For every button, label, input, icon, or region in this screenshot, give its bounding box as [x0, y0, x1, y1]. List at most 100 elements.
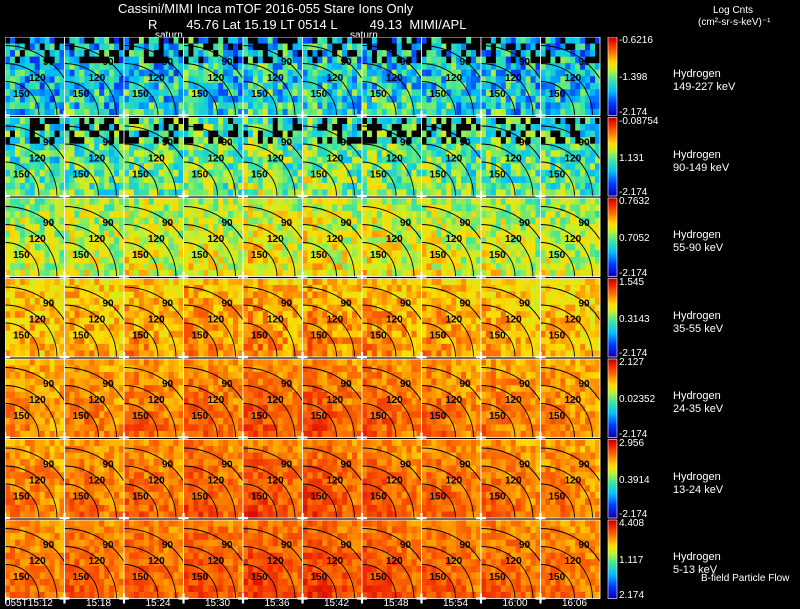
heatmap-cell: [14, 217, 21, 225]
contour-label: 150: [370, 250, 387, 261]
heatmap-cell: [218, 189, 224, 197]
heatmap-cell: [114, 230, 120, 238]
heatmap-cell: [347, 189, 353, 197]
heatmap-cell: [24, 343, 31, 351]
heatmap-cell: [371, 130, 378, 138]
heatmap-cell: [183, 263, 189, 271]
heatmap-cell: [89, 169, 95, 177]
heatmap-cell: [203, 50, 209, 57]
heatmap-cell: [84, 237, 90, 245]
heatmap-cell: [590, 217, 596, 225]
heatmap-cell: [500, 124, 507, 131]
heatmap-cell: [208, 89, 214, 97]
heatmap-cell: [386, 189, 393, 197]
heatmap-cell: [59, 330, 65, 338]
heatmap-cell: [366, 198, 373, 205]
heatmap-cell: [505, 63, 512, 71]
heatmap-cell: [297, 250, 303, 258]
heatmap-cell: [471, 176, 477, 184]
heatmap-cell: [228, 198, 234, 205]
heatmap-cell: [183, 124, 189, 131]
heatmap-cell: [525, 156, 531, 164]
heatmap-cell: [282, 243, 288, 251]
heatmap-cell: [515, 150, 521, 158]
heatmap-cell: [143, 89, 150, 97]
heatmap-cell: [79, 156, 85, 164]
heatmap-cell: [29, 89, 36, 97]
heatmap-cell: [515, 95, 521, 103]
heatmap-cell: [79, 102, 85, 110]
heatmap-cell: [555, 89, 561, 97]
heatmap-cell: [59, 350, 65, 358]
heatmap-cell: [218, 37, 224, 44]
heatmap-cell: [5, 278, 11, 286]
heatmap-cell: [595, 243, 601, 251]
heatmap-cell: [34, 298, 41, 305]
heatmap-cell: [376, 43, 383, 51]
heatmap-cell: [128, 108, 135, 116]
heatmap-cell: [570, 117, 576, 125]
heatmap-cell: [79, 169, 85, 177]
heatmap-cell: [505, 150, 512, 158]
heatmap-cell: [495, 108, 502, 116]
contour-label: 150: [549, 170, 566, 181]
heatmap-cell: [416, 211, 422, 218]
heatmap-cell: [94, 124, 100, 131]
heatmap-cell: [580, 95, 586, 103]
heatmap-cell: [411, 211, 417, 218]
heatmap-cell: [29, 298, 36, 305]
heatmap-cell: [366, 263, 373, 271]
heatmap-cell: [213, 89, 219, 97]
heatmap-cell: [44, 343, 50, 351]
heatmap-cell: [262, 37, 269, 44]
heatmap-cell: [94, 117, 100, 125]
contour-label: 150: [192, 250, 209, 261]
heatmap-cell: [138, 76, 145, 84]
heatmap-cell: [431, 224, 437, 232]
heatmap-cell: [247, 224, 254, 232]
colorbar-segment: [608, 150, 617, 154]
heatmap-cell: [287, 256, 293, 264]
heatmap-cell: [188, 130, 194, 138]
heatmap-cell: [104, 82, 110, 90]
heatmap-cell: [466, 108, 472, 116]
heatmap-cell: [49, 243, 55, 251]
heatmap-cell: [277, 204, 283, 212]
heatmap-cell: [277, 176, 283, 184]
heatmap-cell: [262, 182, 269, 190]
heatmap-cell: [99, 169, 105, 177]
heatmap-cell: [312, 150, 318, 158]
heatmap-cell: [580, 250, 586, 258]
heatmap-cell: [238, 130, 244, 138]
heatmap-cell: [218, 108, 224, 116]
heatmap-cell: [595, 182, 601, 190]
contour-label: 90: [281, 138, 293, 149]
heatmap-cell: [128, 82, 135, 90]
heatmap-cell: [371, 143, 378, 151]
heatmap-cell: [337, 117, 343, 125]
heatmap-cell: [476, 89, 482, 97]
heatmap-cell: [208, 230, 214, 238]
colorbar-segment: [608, 158, 617, 162]
heatmap-cell: [64, 230, 70, 238]
heatmap-cell: [109, 198, 115, 205]
heatmap-cell: [327, 143, 333, 151]
heatmap-cell: [24, 198, 31, 205]
heatmap-cell: [213, 56, 219, 64]
heatmap-cell: [19, 285, 26, 292]
heatmap-cell: [128, 217, 135, 225]
heatmap-cell: [426, 130, 432, 138]
heatmap-cell: [54, 150, 60, 158]
heatmap-cell: [466, 137, 472, 144]
heatmap-cell: [143, 211, 150, 218]
heatmap-cell: [535, 124, 541, 131]
heatmap-cell: [401, 163, 407, 171]
heatmap-cell: [148, 63, 155, 71]
colorbar-segment: [608, 154, 617, 158]
heatmap-cell: [376, 256, 383, 264]
heatmap-cell: [99, 163, 105, 171]
heatmap-cell: [14, 156, 21, 164]
heatmap-cell: [178, 56, 184, 64]
heatmap-cell: [332, 82, 338, 90]
